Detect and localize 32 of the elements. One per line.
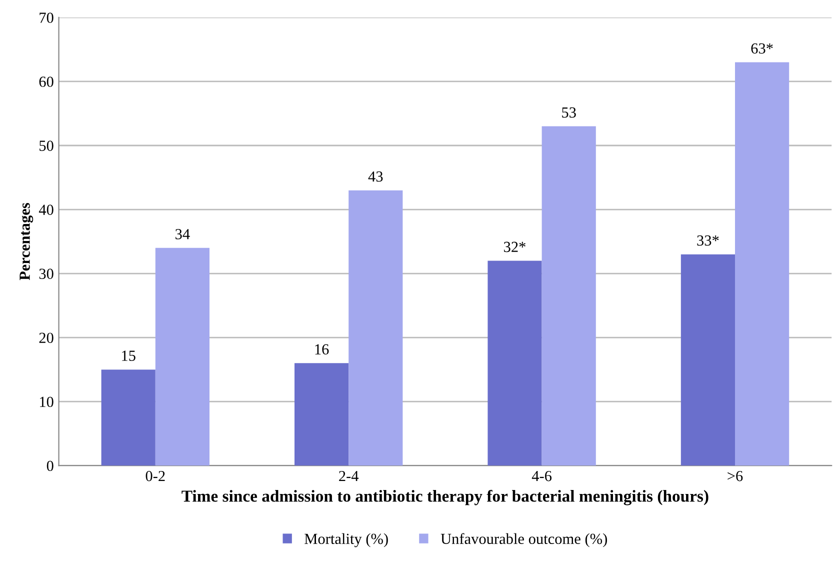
bar	[155, 248, 210, 466]
data-label: 15	[122, 350, 136, 361]
legend-label: Mortality (%)	[304, 533, 388, 548]
y-tick-label: 60	[39, 76, 54, 87]
x-tick-label: >6	[728, 470, 743, 482]
y-tick-label: 50	[40, 140, 54, 151]
data-label: 63*	[751, 43, 773, 54]
bar	[488, 260, 542, 466]
x-tick-label: 0-2	[146, 470, 165, 482]
y-tick-label: 10	[40, 396, 54, 408]
data-label: 53	[562, 107, 576, 118]
bar	[542, 126, 596, 466]
data-label: 33*	[697, 235, 719, 246]
x-tick-label: 2-4	[339, 470, 359, 482]
y-axis-title: Percentages	[20, 203, 34, 280]
y-tick-label: 0	[46, 460, 54, 472]
bar	[735, 62, 790, 466]
bar	[348, 190, 403, 466]
x-axis-title: Time since admission to antibiotic therapy for bacterial meningitis (hours)	[182, 490, 708, 506]
y-tick-label: 40	[38, 204, 54, 215]
bar	[101, 370, 156, 466]
y-tick-label: 70	[40, 12, 54, 23]
data-label: 16	[315, 344, 329, 355]
legend-label: Unfavourable outcome (%)	[440, 533, 607, 548]
data-label: 34	[176, 229, 190, 240]
data-label: 32*	[504, 242, 526, 252]
x-tick-label: 4-6	[532, 470, 552, 482]
bar	[680, 254, 735, 466]
bar	[294, 363, 349, 466]
data-label: 43	[368, 171, 383, 182]
y-tick-label: 20	[39, 332, 54, 344]
y-tick-label: 30	[39, 268, 54, 279]
